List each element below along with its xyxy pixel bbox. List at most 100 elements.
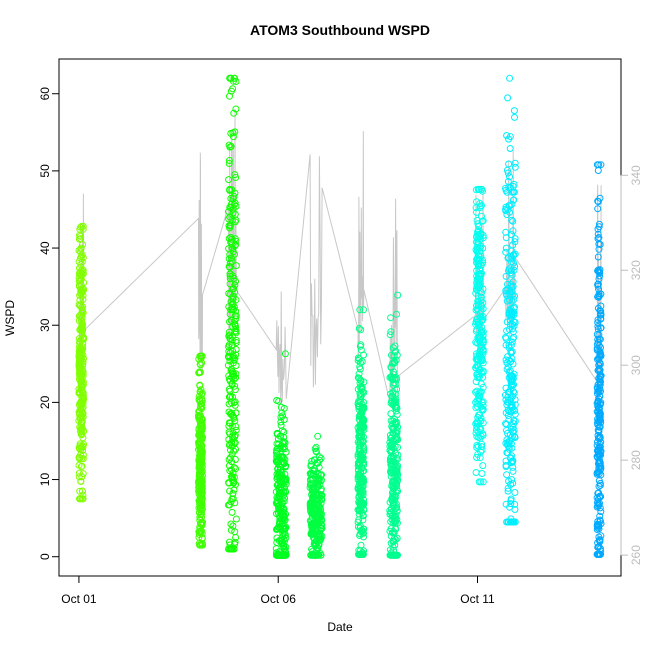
x-tick-label: Oct 01	[61, 592, 97, 606]
data-point	[508, 297, 516, 305]
data-point	[507, 349, 515, 357]
data-point	[474, 318, 482, 326]
data-point	[359, 423, 367, 431]
data-point	[273, 526, 280, 533]
data-point	[593, 520, 601, 528]
data-point	[225, 160, 233, 167]
data-point	[597, 419, 605, 426]
data-point	[594, 336, 602, 343]
data-point	[76, 231, 83, 239]
data-point	[80, 427, 88, 435]
data-point	[229, 129, 237, 137]
data-point	[76, 440, 84, 448]
data-point	[231, 386, 239, 394]
data-point	[479, 313, 487, 321]
data-point	[79, 254, 87, 262]
data-point	[503, 518, 511, 526]
data-point	[79, 434, 87, 442]
data-point	[596, 537, 604, 545]
data-point	[506, 518, 514, 526]
data-point	[507, 385, 515, 393]
data-point	[79, 491, 87, 499]
y-tick-label: 20	[38, 395, 52, 409]
data-point	[510, 107, 518, 115]
data-point	[595, 457, 603, 465]
data-point	[506, 133, 514, 141]
data-point	[473, 305, 481, 313]
data-point	[479, 431, 487, 439]
data-point	[475, 433, 483, 441]
data-point	[594, 499, 601, 507]
data-point	[282, 534, 290, 542]
data-point	[226, 419, 234, 427]
data-point	[474, 255, 482, 263]
data-point	[511, 396, 519, 404]
y2-axis: 260 280 300 320 340	[620, 165, 643, 565]
data-point	[316, 497, 323, 505]
data-point	[196, 360, 204, 368]
data-point	[509, 282, 517, 290]
data-point	[225, 419, 233, 427]
data-point	[196, 506, 204, 514]
data-point	[354, 485, 362, 493]
data-point	[231, 382, 239, 390]
data-point	[507, 321, 514, 328]
data-point	[225, 157, 233, 164]
data-point	[594, 438, 601, 446]
data-point	[232, 374, 240, 382]
data-point	[77, 477, 85, 485]
data-point	[360, 533, 367, 541]
data-point	[226, 501, 233, 509]
data-point	[594, 500, 602, 508]
data-point	[76, 254, 84, 262]
data-point	[387, 314, 395, 322]
data-point	[228, 439, 235, 447]
data-point	[277, 551, 285, 559]
data-point	[477, 388, 485, 396]
data-point	[476, 266, 484, 274]
data-point	[595, 245, 603, 253]
data-point	[232, 515, 240, 523]
data-point	[78, 487, 86, 495]
data-point	[355, 550, 363, 558]
data-point	[232, 262, 240, 270]
data-point	[596, 307, 604, 315]
data-point	[391, 443, 399, 451]
data-point	[75, 461, 83, 469]
data-point	[474, 239, 482, 247]
data-point	[597, 302, 605, 310]
data-point	[507, 269, 515, 277]
data-point	[226, 224, 234, 232]
data-point	[596, 504, 604, 512]
data-point	[76, 339, 83, 347]
data-point	[476, 337, 484, 345]
data-point	[314, 483, 322, 491]
data-point	[307, 551, 315, 559]
data-point	[386, 331, 394, 339]
data-point	[392, 525, 400, 533]
data-point	[278, 427, 286, 435]
data-point	[77, 412, 85, 420]
data-point	[309, 494, 317, 501]
data-point	[391, 517, 399, 525]
wspd-series	[272, 350, 290, 559]
data-point	[508, 216, 516, 224]
x-tick-label: Oct 06	[261, 592, 297, 606]
data-point	[77, 324, 85, 332]
data-point	[226, 259, 234, 267]
data-point	[388, 443, 396, 451]
data-point	[226, 280, 234, 288]
data-point	[356, 306, 364, 314]
data-point	[356, 363, 364, 371]
y-tick-label: 30	[38, 318, 52, 332]
data-point	[502, 286, 510, 294]
data-point	[77, 451, 85, 459]
data-point	[475, 185, 483, 193]
data-point	[474, 374, 482, 382]
data-point	[505, 398, 513, 406]
data-point	[596, 463, 604, 471]
data-point	[595, 293, 603, 301]
data-point	[232, 336, 240, 344]
data-point	[225, 479, 233, 487]
data-point	[597, 315, 605, 323]
